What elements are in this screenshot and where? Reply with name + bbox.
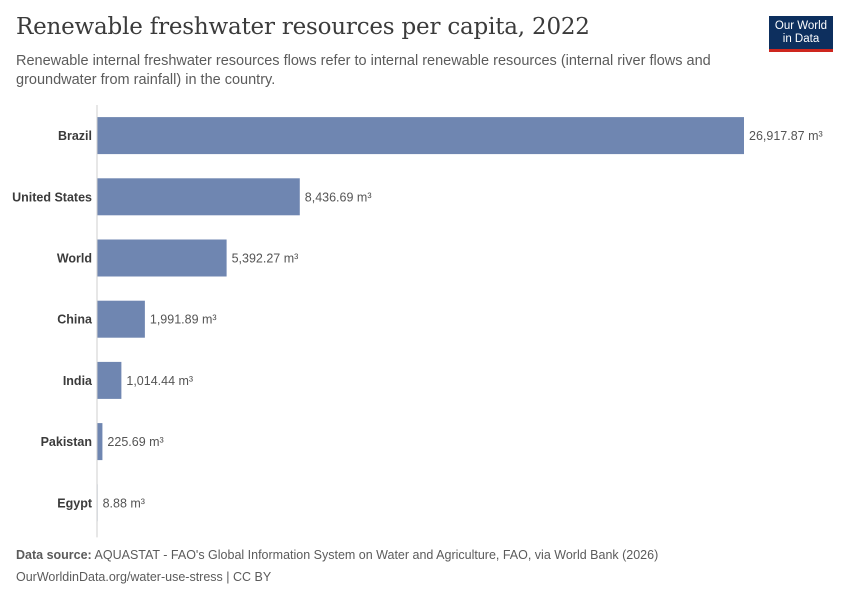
- owid-logo[interactable]: Our World in Data: [769, 16, 833, 52]
- bar-china[interactable]: [97, 300, 145, 338]
- source-url[interactable]: OurWorldinData.org/water-use-stress | CC…: [16, 570, 272, 584]
- logo-line-2: in Data: [782, 32, 820, 45]
- value-label: 8,436.69 m³: [305, 190, 372, 204]
- category-label: United States: [12, 190, 92, 204]
- category-label: Brazil: [58, 129, 92, 143]
- category-label: Pakistan: [41, 435, 92, 449]
- value-label: 8.88 m³: [103, 496, 145, 510]
- logo-line-1: Our World: [774, 20, 828, 32]
- bar-india[interactable]: [97, 361, 122, 399]
- bar-world[interactable]: [97, 239, 227, 277]
- bar-united-states[interactable]: [97, 178, 300, 216]
- category-label: China: [57, 313, 93, 327]
- value-label: 1,991.89 m³: [150, 313, 217, 327]
- chart-title: Renewable freshwater resources per capit…: [16, 14, 590, 40]
- value-label: 5,392.27 m³: [232, 252, 299, 266]
- category-label: World: [57, 252, 92, 266]
- data-source-label: Data source:: [16, 548, 92, 562]
- value-label: 26,917.87 m³: [749, 129, 823, 143]
- bar-pakistan[interactable]: [97, 423, 103, 461]
- data-source-text: AQUASTAT - FAO's Global Information Syst…: [94, 548, 659, 562]
- value-label: 225.69 m³: [107, 435, 163, 449]
- category-label: Egypt: [57, 496, 93, 510]
- value-label: 1,014.44 m³: [126, 374, 193, 388]
- data-source: Data source: AQUASTAT - FAO's Global Inf…: [16, 548, 658, 562]
- category-label: India: [63, 374, 93, 388]
- chart-subtitle: Renewable internal freshwater resources …: [16, 53, 711, 88]
- bar-brazil[interactable]: [97, 117, 744, 155]
